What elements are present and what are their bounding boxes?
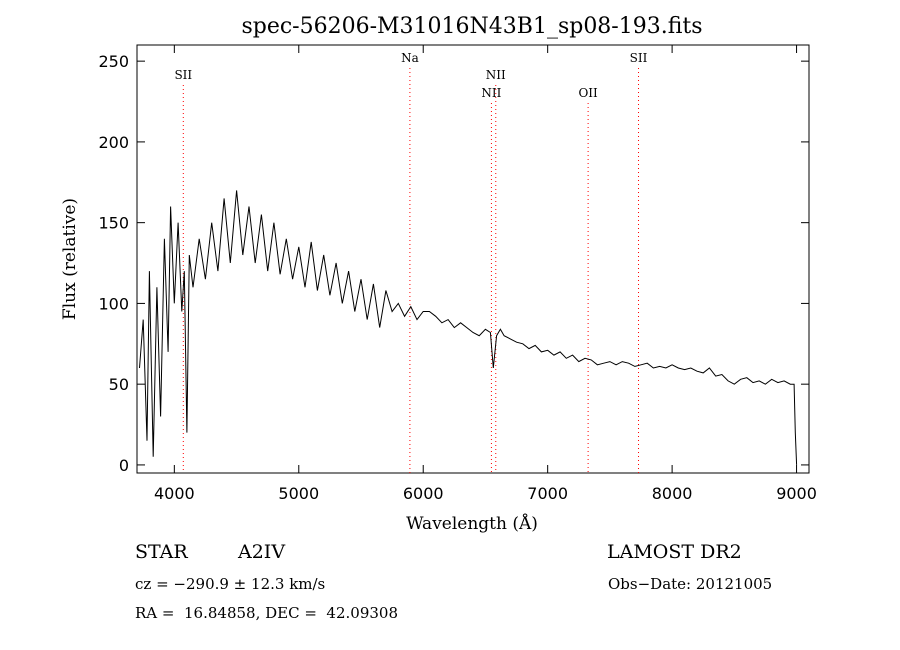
line-marker-label: NII	[481, 86, 501, 100]
axes: 4000 5000 6000 7000 8000 9000 0 50 100 150 200 250	[98, 45, 817, 503]
line-marker-label: Na	[401, 51, 419, 65]
object-class: STAR	[135, 541, 188, 563]
y-axis-label: Flux (relative)	[60, 198, 80, 320]
obs-date: Obs−Date: 20121005	[608, 575, 773, 593]
line-marker-label: NII	[486, 68, 506, 82]
y-tick-label: 200	[98, 133, 129, 152]
y-tick-label: 150	[98, 214, 129, 233]
plot-frame	[136, 44, 810, 474]
emission-line-markers: SII Na NII NII OII SII	[174, 51, 648, 473]
x-tick-label: 9000	[776, 484, 817, 503]
redshift-info: cz = −290.9 ± 12.3 km/s	[135, 575, 326, 593]
x-axis-label: Wavelength (Å)	[406, 513, 538, 534]
chart-title: spec-56206-M31016N43B1_sp08-193.fits	[241, 14, 702, 39]
x-tick-label: 4000	[154, 484, 195, 503]
y-tick-label: 250	[98, 52, 129, 71]
y-tick-label: 0	[119, 456, 129, 475]
y-tick-label: 50	[109, 375, 129, 394]
line-marker-label: OII	[578, 86, 598, 100]
x-tick-label: 6000	[403, 484, 444, 503]
coordinates: RA = 16.84858, DEC = 42.09308	[135, 604, 399, 622]
line-marker-label: SII	[174, 68, 192, 82]
y-tick-label: 100	[98, 294, 129, 313]
object-subclass: A2IV	[238, 541, 286, 563]
x-tick-label: 7000	[527, 484, 568, 503]
spectrum-line	[139, 190, 798, 465]
survey-name: LAMOST DR2	[607, 541, 742, 563]
x-tick-label: 5000	[278, 484, 319, 503]
x-tick-label: 8000	[652, 484, 693, 503]
line-marker-label: SII	[630, 51, 648, 65]
